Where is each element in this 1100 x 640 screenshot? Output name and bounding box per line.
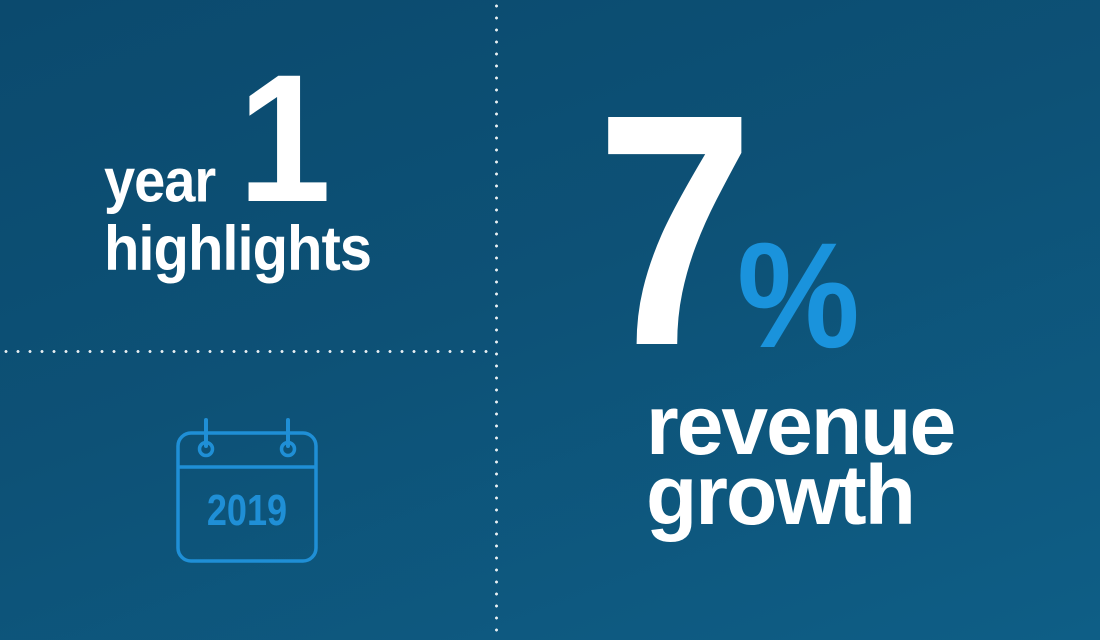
title-word-year: year xyxy=(104,145,216,215)
calendar-outline xyxy=(176,418,318,563)
title-number: 1 xyxy=(238,36,331,240)
stat-percent-sign: % xyxy=(737,211,860,379)
calendar-icon: 2019 xyxy=(176,417,318,565)
title-word-highlights: highlights xyxy=(104,213,372,284)
calendar-year-label: 2019 xyxy=(206,486,288,535)
vertical-dotted-divider xyxy=(495,0,498,640)
stat-label-growth: growth xyxy=(646,448,916,542)
stat-value: 7 xyxy=(596,45,754,414)
stat-label-revenue: revenue xyxy=(646,378,956,472)
horizontal-dotted-divider xyxy=(0,350,495,353)
